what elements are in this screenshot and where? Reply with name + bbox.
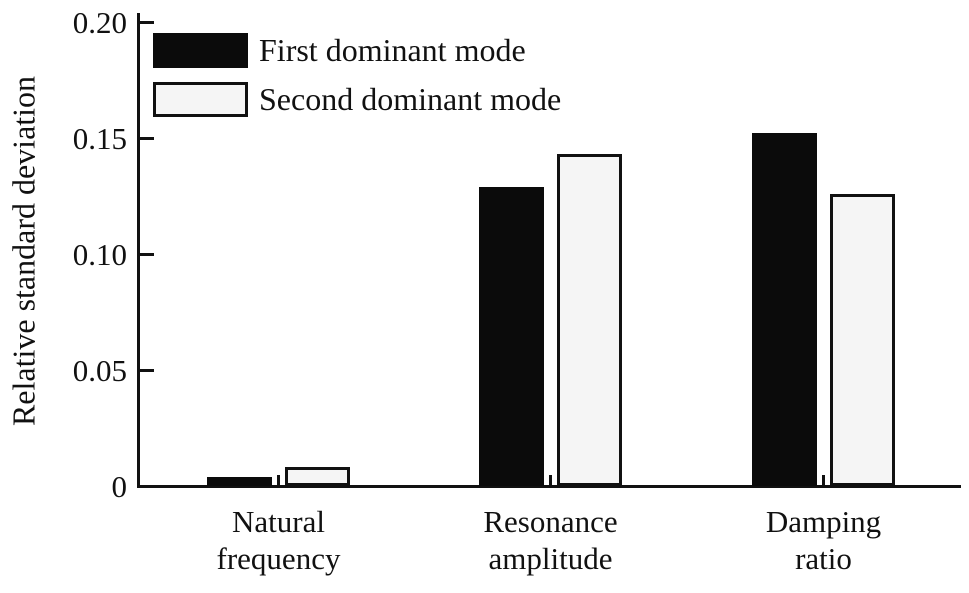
- x-category-label-natural-frequency: Natural frequency: [216, 504, 341, 576]
- y-tick-label-0.05: 0.05: [72, 352, 127, 388]
- x-tick-mark-natural-frequency: [277, 475, 280, 486]
- y-tick-label-0.20: 0.20: [72, 4, 127, 40]
- x-tick-mark-damping-ratio: [822, 475, 825, 486]
- bar-second-dominant-mode-damping-ratio: [830, 194, 895, 486]
- x-category-label-resonance-amplitude: Resonance amplitude: [483, 504, 618, 576]
- legend-label-second-dominant-mode: Second dominant mode: [259, 81, 562, 117]
- y-axis-line: [137, 13, 140, 488]
- legend-label-first-dominant-mode: First dominant mode: [259, 32, 526, 68]
- y-tick-label-0.15: 0.15: [72, 120, 127, 156]
- x-tick-mark-resonance-amplitude: [549, 475, 552, 486]
- legend-swatch-second-dominant-mode: [153, 82, 248, 117]
- legend-row-second-dominant-mode: Second dominant mode: [153, 82, 561, 117]
- legend: First dominant mode Second dominant mode: [153, 33, 561, 131]
- legend-swatch-first-dominant-mode: [153, 33, 248, 68]
- bar-first-dominant-mode-resonance-amplitude: [479, 187, 544, 486]
- legend-row-first-dominant-mode: First dominant mode: [153, 33, 561, 68]
- x-axis-line: [137, 485, 961, 488]
- bar-second-dominant-mode-resonance-amplitude: [557, 154, 622, 486]
- bar-second-dominant-mode-natural-frequency: [285, 467, 350, 486]
- bar-first-dominant-mode-natural-frequency: [207, 477, 272, 486]
- y-tick-mark: [140, 20, 154, 24]
- y-tick-mark: [140, 368, 154, 372]
- y-tick-label-0.10: 0.10: [72, 236, 127, 272]
- bar-first-dominant-mode-damping-ratio: [752, 133, 817, 486]
- y-tick-mark: [140, 484, 154, 488]
- y-tick-mark: [140, 252, 154, 256]
- y-tick-label-0: 0: [111, 468, 128, 504]
- y-tick-mark: [140, 136, 154, 140]
- x-category-label-damping-ratio: Damping ratio: [765, 504, 882, 576]
